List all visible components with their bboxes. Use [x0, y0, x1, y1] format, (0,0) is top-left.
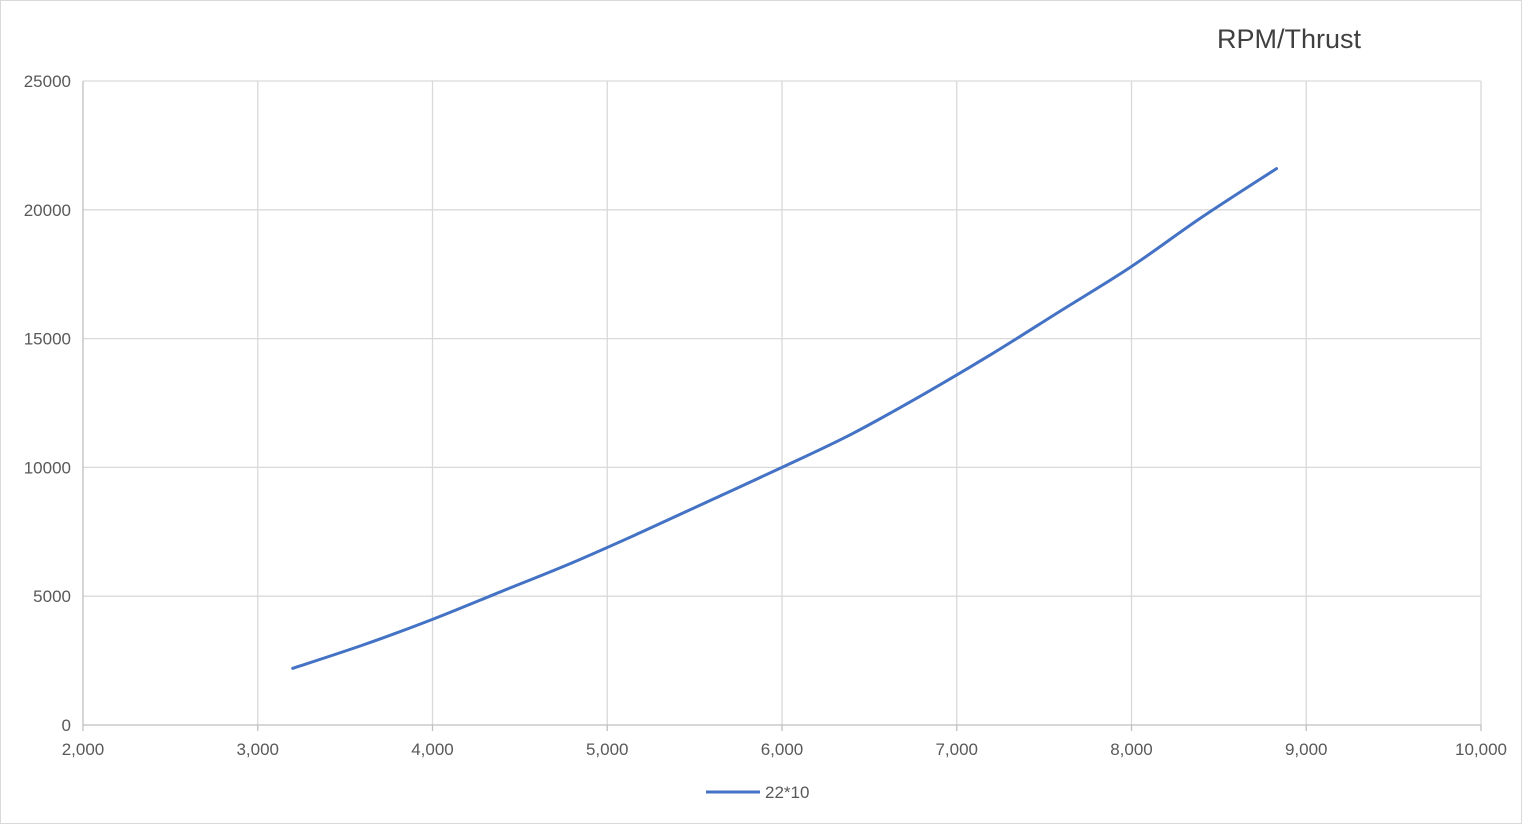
x-tick-label: 6,000: [761, 740, 804, 759]
chart-title: RPM/Thrust: [1217, 24, 1362, 54]
y-tick-label: 20000: [24, 201, 71, 220]
x-tick-label: 5,000: [586, 740, 629, 759]
x-tick-label: 4,000: [411, 740, 454, 759]
y-tick-label: 10000: [24, 458, 71, 477]
tick-label-layer: 0 5000 10000 15000 20000 25000 2,000 3,000 4,000…: [24, 72, 1507, 759]
legend: 22*10: [706, 783, 809, 802]
y-tick-label: 25000: [24, 72, 71, 91]
series-layer: [291, 167, 1279, 670]
grid-layer: [83, 80, 1482, 725]
x-tick-label: 3,000: [236, 740, 279, 759]
legend-label: 22*10: [765, 783, 809, 802]
y-tick-label: 15000: [24, 330, 71, 349]
series-line-0: [291, 167, 1279, 670]
x-tick-label: 2,000: [62, 740, 105, 759]
x-tick-label: 8,000: [1110, 740, 1153, 759]
axis-layer: [82, 81, 1482, 731]
y-tick-label: 5000: [33, 587, 71, 606]
y-tick-label: 0: [62, 716, 71, 735]
x-tick-label: 9,000: [1285, 740, 1328, 759]
x-tick-label: 7,000: [935, 740, 978, 759]
x-tick-label: 10,000: [1455, 740, 1507, 759]
